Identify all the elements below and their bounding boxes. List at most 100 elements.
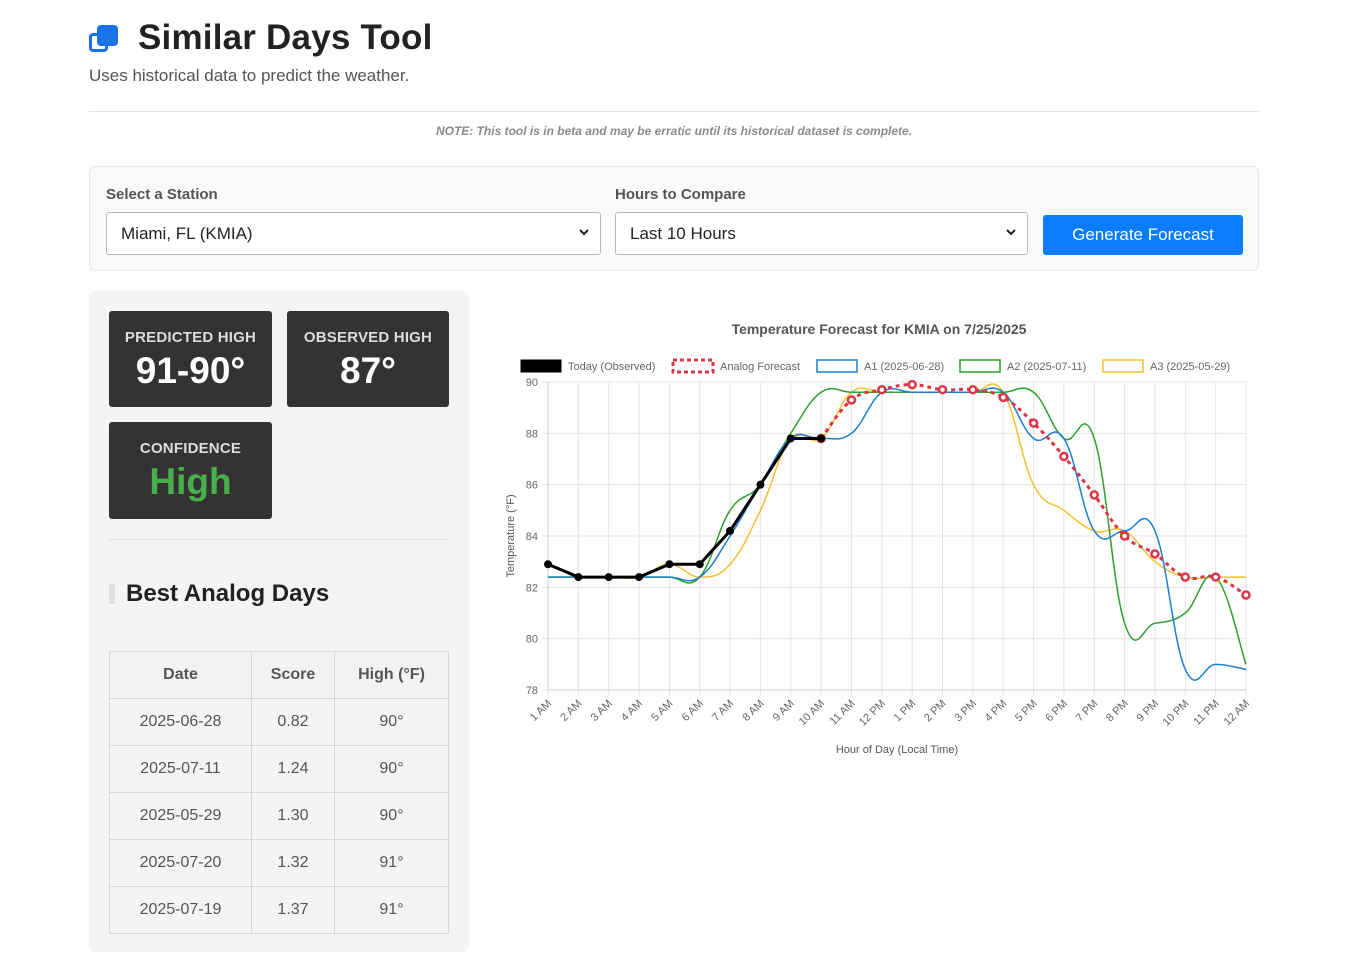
y-tick-label: 84	[526, 531, 538, 543]
legend-label: A3 (2025-05-29)	[1150, 361, 1230, 373]
station-label: Select a Station	[106, 186, 218, 203]
y-tick-label: 90	[526, 377, 538, 389]
cell-date: 2025-07-20	[109, 839, 252, 887]
predicted-high-card: PREDICTED HIGH 91-90°	[109, 311, 272, 407]
cell-score: 0.82	[251, 698, 335, 746]
x-tick-label: 3 AM	[589, 698, 615, 724]
x-tick-label: 12 PM	[857, 698, 888, 729]
chart-grid	[542, 381, 1247, 696]
x-tick-label: 5 PM	[1013, 698, 1040, 725]
x-tick-label: 4 PM	[983, 698, 1010, 725]
results-sidebar: PREDICTED HIGH 91-90° OBSERVED HIGH 87° …	[89, 291, 469, 952]
y-tick-label: 82	[526, 582, 538, 594]
forecast-point	[1180, 572, 1191, 582]
observed-point	[695, 560, 704, 569]
x-tick-label: 9 PM	[1134, 698, 1161, 725]
cell-high: 90°	[334, 698, 449, 746]
generate-forecast-button[interactable]: Generate Forecast	[1043, 215, 1243, 255]
x-tick-label: 2 PM	[922, 698, 949, 725]
forecast-point	[846, 395, 857, 405]
cell-date: 2025-07-19	[109, 886, 252, 934]
forecast-point	[1028, 418, 1039, 428]
x-tick-label: 5 AM	[649, 698, 675, 724]
table-row: 2025-07-11 1.24 90°	[109, 745, 449, 793]
y-tick-label: 78	[526, 685, 538, 697]
observed-point	[635, 573, 644, 582]
column-header-score: Score	[251, 651, 335, 699]
legend-swatch	[959, 359, 1001, 373]
observed-high-value: 87°	[340, 350, 396, 391]
legend-label: Analog Forecast	[720, 361, 800, 373]
observed-high-label: OBSERVED HIGH	[303, 329, 433, 346]
temperature-forecast-chart: Temperature Forecast for KMIA on 7/25/20…	[505, 321, 1252, 756]
series-observed-line	[547, 436, 822, 579]
series-analog-forecast-line	[819, 383, 1247, 597]
hours-label: Hours to Compare	[615, 186, 746, 203]
chart-title: Temperature Forecast for KMIA on 7/25/20…	[732, 321, 1027, 337]
forecast-point	[1059, 451, 1069, 462]
y-tick-label: 80	[526, 634, 538, 646]
analog-days-table: Date Score High (°F) 2025-06-28 0.82 90°…	[109, 651, 449, 934]
cell-high: 91°	[334, 839, 449, 887]
y-tick-label: 86	[526, 480, 538, 492]
column-header-high: High (°F)	[334, 651, 449, 699]
table-row: 2025-05-29 1.30 90°	[109, 792, 449, 840]
forecast-point	[1210, 572, 1221, 582]
forecast-point	[1241, 590, 1251, 600]
header-divider	[89, 111, 1259, 112]
x-tick-label: 10 AM	[797, 698, 828, 729]
heading-accent-bar	[109, 584, 115, 604]
forecast-point	[968, 384, 978, 395]
observed-high-card: OBSERVED HIGH 87°	[287, 311, 449, 407]
observed-point	[604, 573, 613, 582]
x-tick-label: 6 PM	[1043, 698, 1070, 725]
cell-date: 2025-07-11	[109, 745, 252, 793]
table-header-row: Date Score High (°F)	[109, 651, 449, 699]
observed-point	[665, 560, 674, 569]
x-tick-label: 12 AM	[1222, 698, 1253, 729]
table-row: 2025-07-19 1.37 91°	[109, 886, 449, 934]
predicted-high-label: PREDICTED HIGH	[124, 329, 257, 346]
table-row: 2025-06-28 0.82 90°	[109, 698, 449, 746]
x-tick-label: 1 PM	[892, 698, 919, 725]
forecast-point	[1089, 490, 1100, 500]
x-tick-label: 9 AM	[771, 698, 797, 724]
legend-label: Today (Observed)	[568, 361, 655, 373]
series-a1-line	[547, 387, 1247, 681]
x-tick-label: 8 PM	[1104, 698, 1131, 725]
chart-legend: Today (Observed) Analog Forecast A1 (2025-…	[520, 358, 1230, 374]
forecast-point	[998, 392, 1008, 403]
x-tick-label: 8 AM	[740, 698, 766, 724]
observed-point	[726, 526, 735, 535]
table-row: 2025-07-20 1.32 91°	[109, 839, 449, 887]
forecast-point	[907, 379, 917, 390]
cell-score: 1.37	[251, 886, 335, 934]
series-a3-line	[547, 383, 1246, 580]
station-select[interactable]: Miami, FL (KMIA)	[106, 212, 601, 255]
observed-point	[817, 434, 826, 443]
cell-high: 91°	[334, 886, 449, 934]
x-tick-label: 7 PM	[1074, 698, 1101, 725]
forecast-point	[1119, 531, 1130, 541]
observed-point	[786, 434, 795, 443]
confidence-card: CONFIDENCE High	[109, 422, 272, 519]
x-tick-label: 11 PM	[1191, 698, 1221, 728]
observed-point	[574, 573, 583, 582]
legend-label: A1 (2025-06-28)	[864, 361, 944, 373]
station-select-value: Miami, FL (KMIA)	[121, 224, 253, 243]
column-header-date: Date	[109, 651, 252, 699]
cell-date: 2025-05-29	[109, 792, 252, 840]
x-tick-label: 11 AM	[828, 698, 858, 728]
cell-high: 90°	[334, 792, 449, 840]
series-a2-line	[547, 387, 1247, 665]
cell-score: 1.32	[251, 839, 335, 887]
analog-days-title: Best Analog Days	[126, 580, 330, 607]
chevron-down-icon	[579, 229, 589, 236]
forecast-point	[1150, 549, 1160, 559]
x-tick-label: 4 AM	[619, 698, 645, 724]
hours-select[interactable]: Last 10 Hours	[615, 212, 1028, 255]
x-tick-label: 1 AM	[528, 698, 554, 724]
x-tick-label: 7 AM	[710, 698, 736, 724]
x-tick-label: 6 AM	[680, 698, 706, 724]
